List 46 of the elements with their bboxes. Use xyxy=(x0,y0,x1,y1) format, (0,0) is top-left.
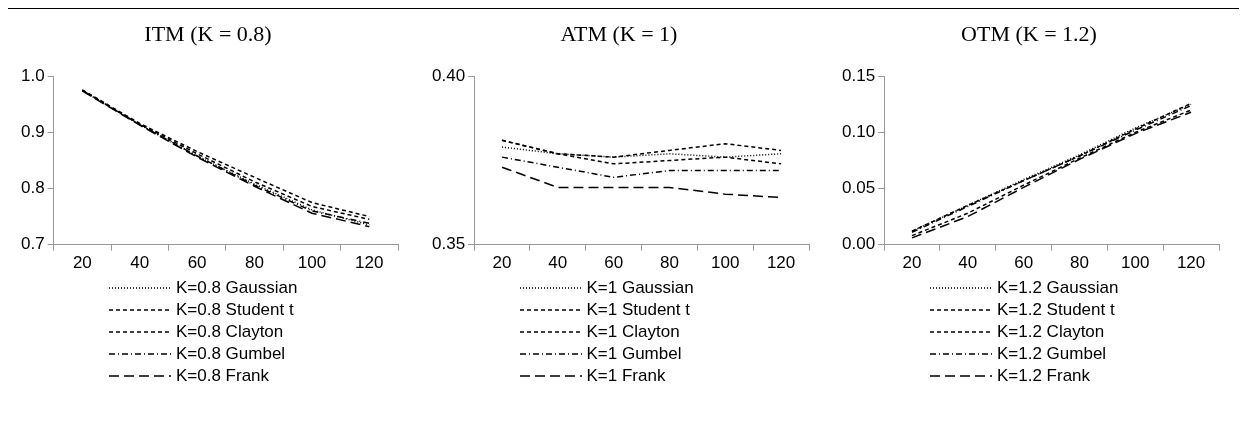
legend-label: K=1.2 Frank xyxy=(997,365,1091,387)
y-tick-label: 1.0 xyxy=(20,66,45,86)
x-tick-label: 80 xyxy=(659,253,679,273)
legend-label: K=0.8 Frank xyxy=(176,365,270,387)
x-tick-label: 100 xyxy=(710,253,739,273)
legend-label: K=1 Gaussian xyxy=(586,277,694,299)
y-tick-label: 0.15 xyxy=(841,66,876,86)
x-tick-label: 20 xyxy=(902,253,922,273)
chart-title: ATM (K = 1) xyxy=(560,20,677,46)
x-tick-label: 80 xyxy=(1069,253,1089,273)
y-tick-label: 0.00 xyxy=(841,234,876,254)
y-tick-label: 0.40 xyxy=(431,66,465,86)
x-tick-label: 40 xyxy=(547,253,567,273)
x-tick-label: 120 xyxy=(1176,253,1206,273)
legend-label: K=1.2 Gumbel xyxy=(997,343,1107,365)
x-tick-label: 60 xyxy=(1014,253,1034,273)
legend-label: K=1.2 Clayton xyxy=(997,321,1105,343)
legend-label: K=1 Gumbel xyxy=(586,343,682,365)
x-tick-label: 20 xyxy=(492,253,511,273)
y-tick-label: 0.35 xyxy=(431,234,465,254)
y-tick-label: 0.9 xyxy=(20,122,45,142)
legend-label: K=1 Student t xyxy=(586,299,690,321)
x-tick-label: 100 xyxy=(1121,253,1150,273)
legend-label: K=0.8 Gaussian xyxy=(176,277,298,299)
legend-label: K=1.2 Gaussian xyxy=(997,277,1119,299)
chart-title: ITM (K = 0.8) xyxy=(144,20,272,46)
y-tick-label: 0.10 xyxy=(841,122,876,142)
legend-label: K=1.2 Student t xyxy=(997,299,1115,321)
x-tick-label: 120 xyxy=(355,253,384,273)
x-tick-label: 20 xyxy=(72,253,92,273)
x-tick-label: 80 xyxy=(245,253,264,273)
legend-label: K=0.8 Gumbel xyxy=(176,343,286,365)
x-tick-label: 40 xyxy=(958,253,978,273)
y-tick-label: 0.8 xyxy=(20,178,45,198)
legend-label: K=0.8 Student t xyxy=(176,299,294,321)
x-tick-label: 120 xyxy=(766,253,795,273)
legend-label: K=0.8 Clayton xyxy=(176,321,284,343)
x-tick-label: 60 xyxy=(603,253,623,273)
x-tick-label: 40 xyxy=(130,253,150,273)
chart-title: OTM (K = 1.2) xyxy=(961,20,1097,46)
legend-label: K=1 Frank xyxy=(586,365,666,387)
x-tick-label: 60 xyxy=(187,253,207,273)
x-tick-label: 100 xyxy=(297,253,327,273)
y-tick-label: 0.7 xyxy=(20,234,45,254)
y-tick-label: 0.05 xyxy=(841,178,876,198)
legend-label: K=1 Clayton xyxy=(586,321,680,343)
